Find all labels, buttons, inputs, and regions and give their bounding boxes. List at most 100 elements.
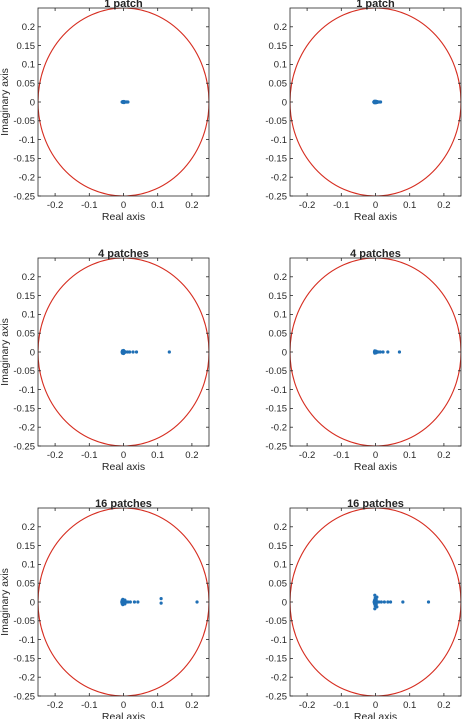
plot-area <box>290 508 461 696</box>
y-tick-label: -0.2 <box>271 173 287 184</box>
data-point <box>426 600 431 604</box>
y-tick-label: 0.1 <box>274 60 287 71</box>
y-tick-label: -0.1 <box>19 385 35 396</box>
data-point <box>373 593 377 597</box>
data-point <box>379 600 383 604</box>
y-tick-label: 0.15 <box>269 291 288 302</box>
y-tick-label: 0.05 <box>269 329 288 340</box>
y-tick-label: 0 <box>282 97 287 108</box>
y-tick-label: 0.2 <box>274 22 287 33</box>
y-tick-label: 0 <box>282 597 287 608</box>
plot-area <box>38 258 209 446</box>
y-tick-label: 0.1 <box>22 60 35 71</box>
data-point <box>131 350 135 354</box>
data-point <box>159 601 163 605</box>
y-tick-label: -0.2 <box>271 673 287 684</box>
y-tick-label: -0.2 <box>19 673 35 684</box>
data-point <box>397 350 402 354</box>
y-tick-label: -0.05 <box>265 116 287 127</box>
subplot-5: -0.2 -0.1 0 0.1 0.2 0.2 0.15 0.1 0.05 0 -0.05 -0.1 -… <box>0 498 210 719</box>
data-point <box>136 600 140 604</box>
x-tick-label: -0.1 <box>81 200 97 211</box>
x-tick-label: 0.2 <box>185 200 198 211</box>
y-tick-label: -0.25 <box>13 691 35 702</box>
x-tick-label: -0.1 <box>81 450 97 461</box>
chart-title: 16 patches <box>347 498 404 510</box>
x-tick-label: 0.1 <box>403 450 416 461</box>
data-point <box>401 600 405 604</box>
y-tick-label: -0.1 <box>19 635 35 646</box>
y-tick-label: -0.2 <box>19 173 35 184</box>
y-tick-label: -0.1 <box>271 635 287 646</box>
x-tick-label: -0.2 <box>299 700 315 711</box>
y-tick-label: -0.2 <box>271 423 287 434</box>
y-tick-label: 0.15 <box>269 541 288 552</box>
data-point <box>386 350 390 354</box>
y-tick-label: -0.05 <box>265 366 287 377</box>
x-tick-label: 0.2 <box>437 450 450 461</box>
y-tick-label: 0 <box>30 347 35 358</box>
x-tick-label: 0.2 <box>185 700 198 711</box>
subplot-6: -0.2 -0.1 0 0.1 0.2 0.2 0.15 0.1 0.05 0 -0.05 -0.1 -… <box>265 498 462 719</box>
y-tick-label: -0.15 <box>13 154 35 165</box>
x-tick-label: -0.2 <box>299 450 315 461</box>
data-point <box>379 100 383 104</box>
y-tick-label: 0.1 <box>274 560 287 571</box>
y-tick-label: -0.1 <box>271 385 287 396</box>
y-tick-label: 0.1 <box>274 310 287 321</box>
y-tick-label: 0.15 <box>17 41 36 52</box>
data-point <box>126 600 130 604</box>
data-point <box>375 595 379 599</box>
y-tick-label: 0.2 <box>274 272 287 283</box>
y-axis-label: Imaginary axis <box>0 568 11 636</box>
subplot-3: -0.2 -0.1 0 0.1 0.2 0.2 0.15 0.1 0.05 0 -0.05 -0.1 -… <box>0 248 210 473</box>
data-point <box>132 600 137 604</box>
data-point <box>195 600 199 604</box>
x-axis-label: Real axis <box>102 711 145 719</box>
y-tick-label: 0.05 <box>17 579 36 590</box>
y-tick-label: -0.05 <box>13 116 35 127</box>
y-tick-label: 0.05 <box>17 329 36 340</box>
y-tick-label: 0 <box>30 597 35 608</box>
x-tick-label: 0.1 <box>151 200 164 211</box>
y-tick-label: -0.25 <box>265 191 287 202</box>
data-point <box>377 600 381 604</box>
data-point <box>167 350 171 354</box>
x-tick-label: -0.1 <box>333 200 349 211</box>
x-tick-label: 0.1 <box>151 700 164 711</box>
plot-area <box>290 8 461 196</box>
x-tick-label: -0.2 <box>47 200 63 211</box>
y-tick-label: 0.2 <box>274 522 287 533</box>
data-point <box>386 600 390 604</box>
x-tick-label: 0 <box>373 450 378 461</box>
y-tick-label: -0.25 <box>13 441 35 452</box>
x-tick-label: 0 <box>121 700 126 711</box>
data-point <box>382 600 386 604</box>
y-tick-label: -0.05 <box>13 616 35 627</box>
y-tick-label: 0.1 <box>22 560 35 571</box>
data-point <box>381 350 385 354</box>
chart-title: 4 patches <box>350 248 401 260</box>
x-tick-label: -0.2 <box>47 700 63 711</box>
x-tick-label: -0.1 <box>333 700 349 711</box>
data-point <box>373 607 377 611</box>
x-tick-label: -0.1 <box>333 450 349 461</box>
x-tick-label: 0.2 <box>437 200 450 211</box>
y-tick-label: 0.05 <box>269 79 288 90</box>
y-tick-label: -0.05 <box>265 616 287 627</box>
y-axis-label: Imaginary axis <box>0 318 11 386</box>
chart-title: 16 patches <box>95 498 152 510</box>
x-axis-label: Real axis <box>354 711 397 719</box>
y-tick-label: -0.1 <box>19 135 35 146</box>
y-tick-label: 0.05 <box>269 579 288 590</box>
y-tick-label: 0.05 <box>17 79 36 90</box>
x-tick-label: 0 <box>373 700 378 711</box>
y-axis-label: Imaginary axis <box>0 68 11 136</box>
data-point <box>126 100 130 104</box>
y-tick-label: 0 <box>30 97 35 108</box>
y-tick-label: -0.25 <box>265 691 287 702</box>
subplot-4: -0.2 -0.1 0 0.1 0.2 0.2 0.15 0.1 0.05 0 -0.05 -0.1 -… <box>265 248 462 473</box>
chart-title: 1 patch <box>356 0 395 10</box>
subplot-1: -0.2 -0.1 0 0.1 0.2 0.2 0.15 0.1 0.05 0 -0.05 -0.1 -… <box>0 0 210 223</box>
